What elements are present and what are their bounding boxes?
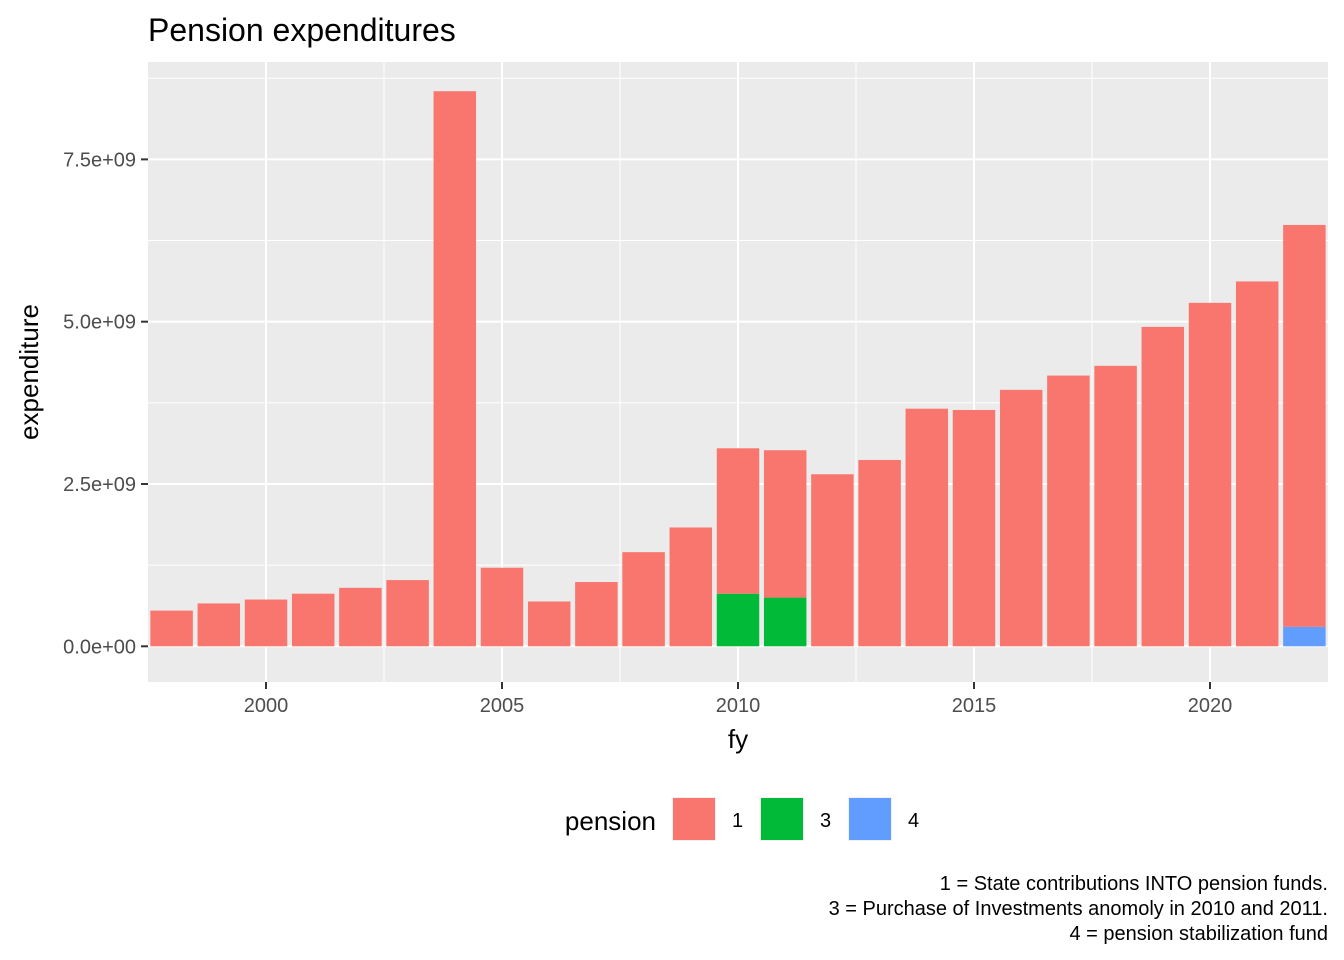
bar-2005-pension-1 bbox=[480, 567, 524, 647]
bar-2017-pension-1 bbox=[1047, 375, 1090, 647]
bar-2009-pension-1 bbox=[669, 527, 713, 647]
legend-label-pension-4: 4 bbox=[908, 810, 919, 832]
bar-2016-pension-1 bbox=[999, 389, 1043, 647]
bar-2004-pension-1 bbox=[433, 91, 477, 647]
legend-title: pension bbox=[565, 806, 656, 836]
bar-2019-pension-1 bbox=[1141, 326, 1185, 647]
y-tick-label: 0.0e+00 bbox=[63, 636, 136, 658]
bar-1999-pension-1 bbox=[197, 603, 241, 647]
bar-2022-pension-4 bbox=[1283, 626, 1326, 647]
x-axis-title: fy bbox=[728, 724, 748, 754]
caption: 1 = State contributions INTO pension fun… bbox=[829, 873, 1328, 945]
chart-title: Pension expenditures bbox=[148, 12, 456, 48]
legend-keys: 1 3 4 bbox=[672, 797, 919, 841]
bar-2015-pension-1 bbox=[952, 409, 996, 647]
bar-2000-pension-1 bbox=[244, 599, 288, 647]
bar-2002-pension-1 bbox=[339, 587, 382, 647]
bar-2011-pension-1 bbox=[763, 450, 807, 598]
bar-2013-pension-1 bbox=[858, 459, 901, 647]
y-tick-label: 7.5e+09 bbox=[63, 149, 136, 171]
bar-2007-pension-1 bbox=[575, 582, 618, 647]
bar-2018-pension-1 bbox=[1094, 365, 1137, 647]
bar-2010-pension-1 bbox=[716, 448, 760, 594]
bar-2014-pension-1 bbox=[905, 408, 949, 647]
bar-2006-pension-1 bbox=[527, 601, 571, 647]
y-axis-title: expenditure bbox=[14, 304, 44, 440]
legend-key-pension-4 bbox=[849, 798, 891, 840]
bar-2022-pension-1 bbox=[1283, 224, 1326, 627]
legend-key-pension-1 bbox=[673, 798, 715, 840]
x-tick-label: 2005 bbox=[480, 695, 525, 717]
x-tick-label: 2000 bbox=[244, 695, 289, 717]
caption-line-2: 3 = Purchase of Investments anomoly in 2… bbox=[829, 898, 1328, 920]
bar-2008-pension-1 bbox=[622, 552, 665, 647]
bar-2020-pension-1 bbox=[1188, 302, 1232, 647]
bar-2003-pension-1 bbox=[386, 580, 429, 647]
bar-2001-pension-1 bbox=[291, 593, 335, 647]
axes: 0.0e+00 2.5e+09 5.0e+09 7.5e+09 2000 2005 2010… bbox=[63, 149, 1232, 717]
caption-line-1: 1 = State contributions INTO pension fun… bbox=[940, 873, 1328, 895]
bars bbox=[150, 91, 1326, 647]
bar-2012-pension-1 bbox=[811, 474, 854, 647]
bar-2021-pension-1 bbox=[1235, 281, 1279, 647]
y-tick-label: 5.0e+09 bbox=[63, 312, 136, 334]
bar-1998-pension-1 bbox=[150, 610, 193, 647]
legend-key-pension-3 bbox=[761, 798, 803, 840]
caption-line-3: 4 = pension stabilization fund bbox=[1069, 923, 1328, 945]
y-tick-label: 2.5e+09 bbox=[63, 474, 136, 496]
legend-label-pension-3: 3 bbox=[820, 810, 831, 832]
x-tick-label: 2015 bbox=[952, 695, 997, 717]
legend: pension 1 3 4 bbox=[565, 797, 919, 841]
x-tick-label: 2020 bbox=[1188, 695, 1233, 717]
bar-2010-pension-3 bbox=[716, 593, 760, 647]
x-tick-label: 2010 bbox=[716, 695, 761, 717]
legend-label-pension-1: 1 bbox=[732, 810, 743, 832]
bar-2011-pension-3 bbox=[763, 597, 807, 647]
